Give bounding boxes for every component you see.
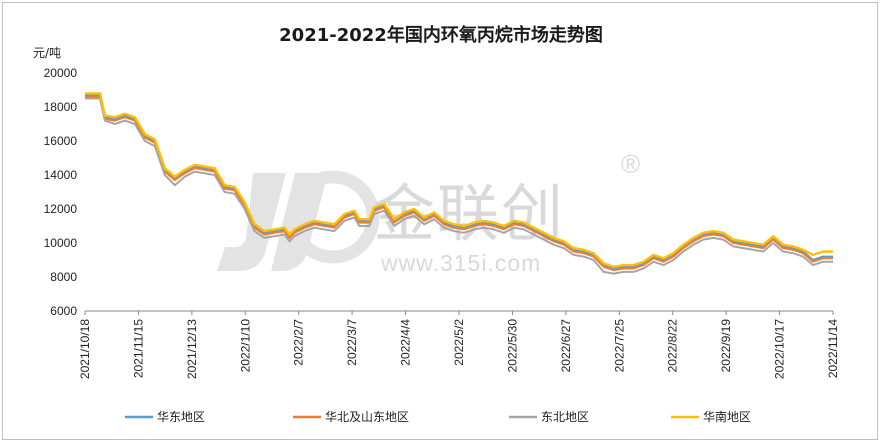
x-axis-ticks: 2021/10/18 2021/11/15 2021/12/13 2022/1/10 2…	[78, 311, 840, 379]
series-line-3	[85, 92, 833, 268]
x-tick-label: 2022/2/7	[292, 319, 306, 366]
y-axis-label: 元/吨	[33, 46, 61, 60]
x-tick-label: 2022/10/17	[773, 319, 787, 379]
chart-title: 2021-2022年国内环氧丙烷市场走势图	[279, 24, 603, 46]
x-tick-label: 2022/1/10	[238, 319, 252, 373]
x-tick-label: 2021/11/15	[131, 319, 145, 378]
watermark-logo	[217, 170, 380, 271]
y-axis-ticks: 6000 8000 10000 12000 14000 16000 18000 20000	[44, 66, 78, 318]
series-lines	[85, 92, 833, 275]
y-tick-label: 20000	[44, 66, 78, 80]
x-tick-label: 2022/9/19	[719, 319, 733, 373]
y-tick-label: 10000	[44, 236, 78, 250]
series-line-1	[85, 95, 833, 272]
legend-label-1: 华北及山东地区	[325, 410, 409, 424]
x-tick-label: 2021/12/13	[185, 319, 199, 379]
x-tick-label: 2022/3/7	[345, 319, 359, 366]
legend-label-0: 华东地区	[157, 410, 205, 424]
x-tick-label: 2022/4/4	[399, 319, 413, 366]
y-tick-label: 8000	[50, 270, 77, 284]
y-tick-label: 18000	[44, 100, 78, 114]
y-tick-label: 14000	[44, 168, 78, 182]
y-tick-label: 12000	[44, 202, 78, 216]
x-tick-label: 2022/8/22	[666, 319, 680, 373]
x-tick-label: 2021/10/18	[78, 319, 92, 379]
watermark-url: www.315i.com	[380, 250, 541, 276]
x-tick-label: 2022/7/25	[612, 319, 626, 373]
legend: 华东地区 华北及山东地区 东北地区 华南地区	[125, 409, 751, 424]
watermark: 金联创 ® www.315i.com	[217, 149, 640, 276]
chart-frame: 金联创 ® www.315i.com 2021-2022年国内环氧丙烷市场走势图…	[2, 2, 878, 440]
watermark-registered-mark: ®	[621, 149, 640, 179]
y-tick-label: 16000	[44, 134, 78, 148]
price-trend-chart: 金联创 ® www.315i.com 2021-2022年国内环氧丙烷市场走势图…	[33, 24, 840, 424]
series-line-2	[85, 97, 833, 275]
legend-label-3: 华南地区	[703, 409, 751, 424]
x-tick-label: 2022/6/27	[559, 319, 573, 373]
legend-label-2: 东北地区	[541, 410, 589, 424]
x-tick-label: 2022/5/30	[505, 319, 519, 373]
x-tick-label: 2022/11/14	[826, 319, 840, 378]
x-tick-label: 2022/5/2	[452, 319, 466, 366]
y-tick-label: 6000	[50, 304, 77, 318]
